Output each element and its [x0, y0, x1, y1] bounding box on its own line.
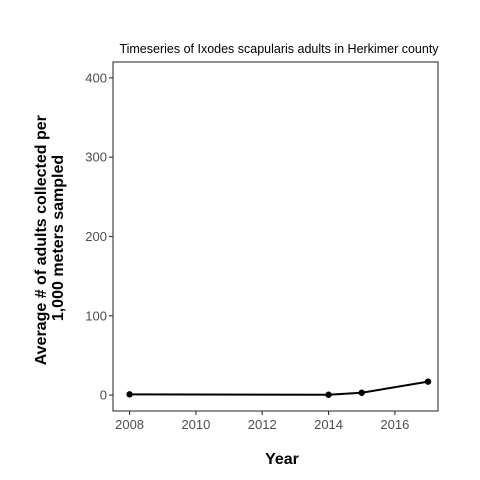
data-point: [424, 378, 432, 385]
x-tick-label: 2012: [248, 417, 277, 432]
plot-panel: [112, 61, 439, 412]
chart-title: Timeseries of Ixodes scapularis adults i…: [119, 42, 439, 56]
y-axis: 0 100 200 300 400: [85, 70, 113, 403]
x-axis: 2008 2010 2012 2014 2016: [115, 411, 409, 432]
y-axis-title: Average # of adults collected per 1,000 …: [33, 111, 67, 366]
series-line: [129, 380, 429, 396]
series-layer: [126, 378, 432, 398]
y-tick-label: 100: [85, 308, 107, 323]
y-axis-title-line-1: Average # of adults collected per: [33, 115, 50, 365]
data-point: [358, 389, 365, 396]
data-point: [325, 391, 332, 398]
y-axis-title-line-2: 1,000 meters sampled: [50, 155, 67, 321]
y-tick-label: 0: [100, 388, 107, 403]
data-point: [126, 391, 133, 398]
x-tick-label: 2008: [115, 417, 144, 432]
y-tick-label: 300: [85, 150, 107, 165]
x-tick-label: 2014: [314, 417, 343, 432]
x-tick-label: 2016: [380, 417, 409, 432]
x-tick-label: 2010: [181, 417, 210, 432]
y-tick-label: 400: [85, 70, 107, 85]
x-axis-title: Year: [265, 451, 299, 468]
y-tick-label: 200: [85, 229, 107, 244]
